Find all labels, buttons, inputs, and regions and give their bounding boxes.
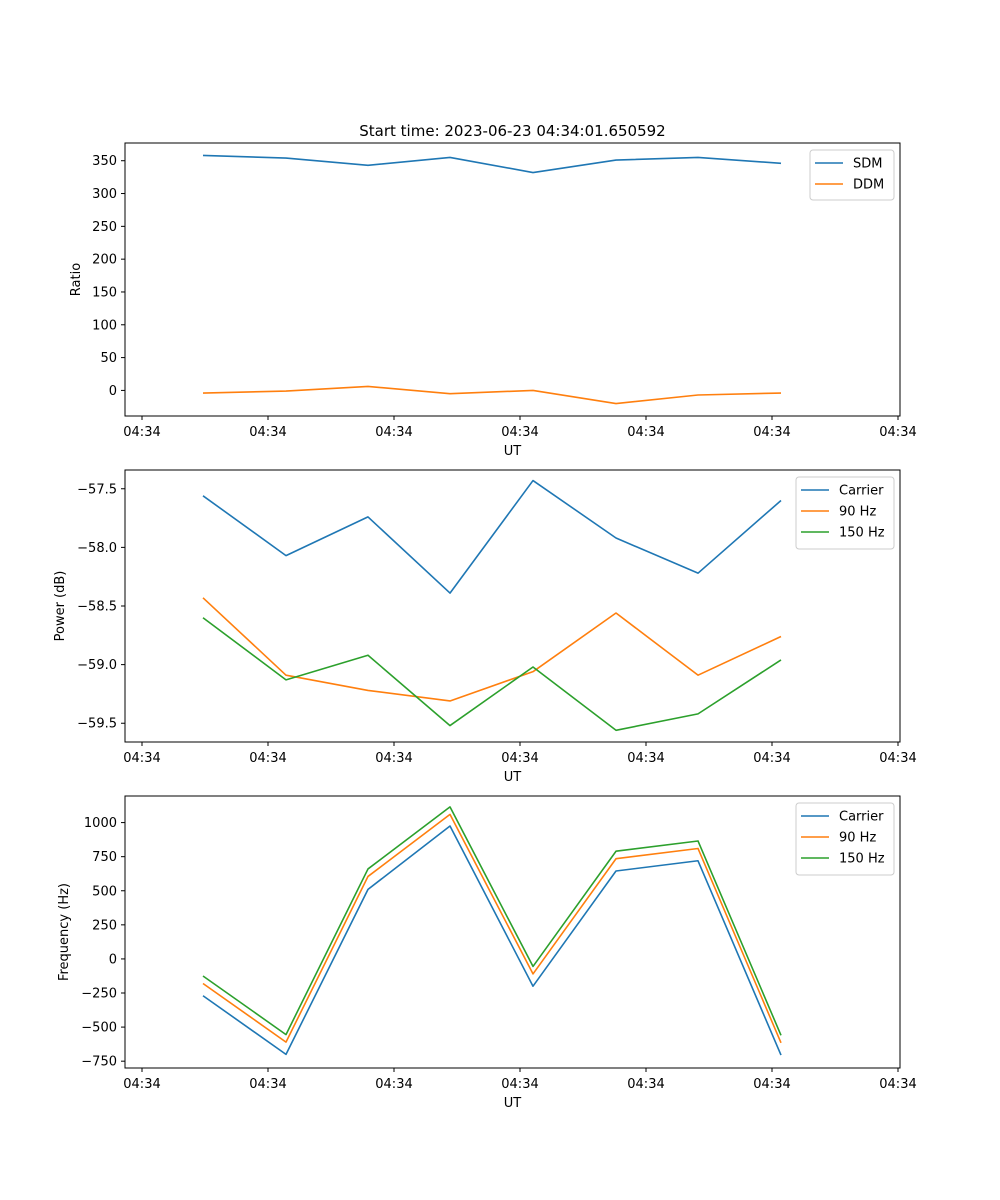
legend-label: Carrier: [839, 484, 884, 499]
x-tick-label: 04:34: [123, 751, 160, 766]
y-tick-label: −57.5: [77, 482, 117, 497]
x-tick-label: 04:34: [879, 1077, 916, 1092]
y-tick-label: 100: [92, 318, 117, 333]
y-tick-label: −59.0: [77, 658, 117, 673]
legend-box: [795, 802, 895, 876]
y-tick-label: 1000: [84, 816, 117, 831]
y-tick-label: −58.0: [77, 541, 117, 556]
series-line-90-hz: [202, 813, 782, 1044]
legend-label: 150 Hz: [839, 852, 885, 867]
series-line-ddm: [202, 385, 782, 405]
x-tick-label: 04:34: [375, 751, 412, 766]
series-line-90-hz: [202, 597, 782, 702]
x-tick-label: 04:34: [501, 425, 538, 440]
y-tick-label: 250: [92, 220, 117, 235]
x-tick-label: 04:34: [753, 425, 790, 440]
legend-label: DDM: [853, 178, 884, 193]
y-tick-label: 300: [92, 187, 117, 202]
x-axis-label: UT: [504, 1096, 522, 1111]
x-tick-label: 04:34: [123, 1077, 160, 1092]
y-tick-label: 200: [92, 253, 117, 268]
x-tick-label: 04:34: [501, 1077, 538, 1092]
legend-label: 150 Hz: [839, 526, 885, 541]
legend-box: [795, 476, 895, 550]
y-axis-label: Ratio: [69, 263, 84, 296]
legend-label: SDM: [853, 157, 882, 172]
plot-frame: [124, 469, 901, 743]
x-tick-label: 04:34: [627, 751, 664, 766]
y-axis-label: Power (dB): [53, 571, 68, 642]
legend: SDM DDM: [809, 149, 895, 201]
y-tick-label: 150: [92, 285, 117, 300]
x-tick-label: 04:34: [123, 425, 160, 440]
y-tick-label: 0: [109, 952, 117, 967]
legend-label: 90 Hz: [839, 505, 876, 520]
y-tick-label: −750: [81, 1055, 117, 1070]
chart-panel-1: 04:34 04:34 04:34 04:34 04:34 04:34 04:34 0 50 10…: [69, 142, 917, 459]
y-tick-label: 0: [109, 384, 117, 399]
x-tick-label: 04:34: [627, 425, 664, 440]
legend: Carrier 90 Hz 150 Hz: [795, 802, 895, 876]
series-line-150-hz: [202, 806, 782, 1036]
legend-label: 90 Hz: [839, 831, 876, 846]
legend: Carrier 90 Hz 150 Hz: [795, 476, 895, 550]
y-tick-label: −500: [81, 1021, 117, 1036]
x-tick-label: 04:34: [375, 425, 412, 440]
series-line-sdm: [202, 154, 782, 174]
x-tick-label: 04:34: [879, 425, 916, 440]
x-tick-label: 04:34: [501, 751, 538, 766]
x-tick-label: 04:34: [249, 1077, 286, 1092]
plot-frame: [124, 142, 901, 417]
y-tick-label: 350: [92, 154, 117, 169]
series-line-carrier: [202, 825, 782, 1056]
charts-container: 04:34 04:34 04:34 04:34 04:34 04:34 04:34 0 50 10…: [53, 142, 917, 1111]
legend-label: Carrier: [839, 810, 884, 825]
chart-panel-2: 04:34 04:34 04:34 04:34 04:34 04:34 04:34 −57.5…: [53, 469, 917, 785]
y-tick-label: −59.5: [77, 717, 117, 732]
y-tick-label: −58.5: [77, 600, 117, 615]
y-axis-label: Frequency (Hz): [57, 883, 72, 981]
x-tick-label: 04:34: [753, 1077, 790, 1092]
x-tick-label: 04:34: [375, 1077, 412, 1092]
series-line-carrier: [202, 479, 782, 594]
chart-panel-3: 04:34 04:34 04:34 04:34 04:34 04:34 04:34 −750 −…: [57, 795, 917, 1111]
x-axis-label: UT: [504, 770, 522, 785]
y-tick-label: 750: [92, 850, 117, 865]
plot-frame: [124, 795, 901, 1069]
x-tick-label: 04:34: [753, 751, 790, 766]
y-tick-label: 250: [92, 918, 117, 933]
y-tick-label: −250: [81, 987, 117, 1002]
y-tick-label: 50: [100, 351, 117, 366]
series-line-150-hz: [202, 617, 782, 732]
x-tick-label: 04:34: [879, 751, 916, 766]
y-tick-label: 500: [92, 884, 117, 899]
figure-title: Start time: 2023-06-23 04:34:01.650592: [359, 122, 665, 140]
x-tick-label: 04:34: [249, 425, 286, 440]
x-tick-label: 04:34: [249, 751, 286, 766]
x-tick-label: 04:34: [627, 1077, 664, 1092]
x-axis-label: UT: [504, 444, 522, 459]
